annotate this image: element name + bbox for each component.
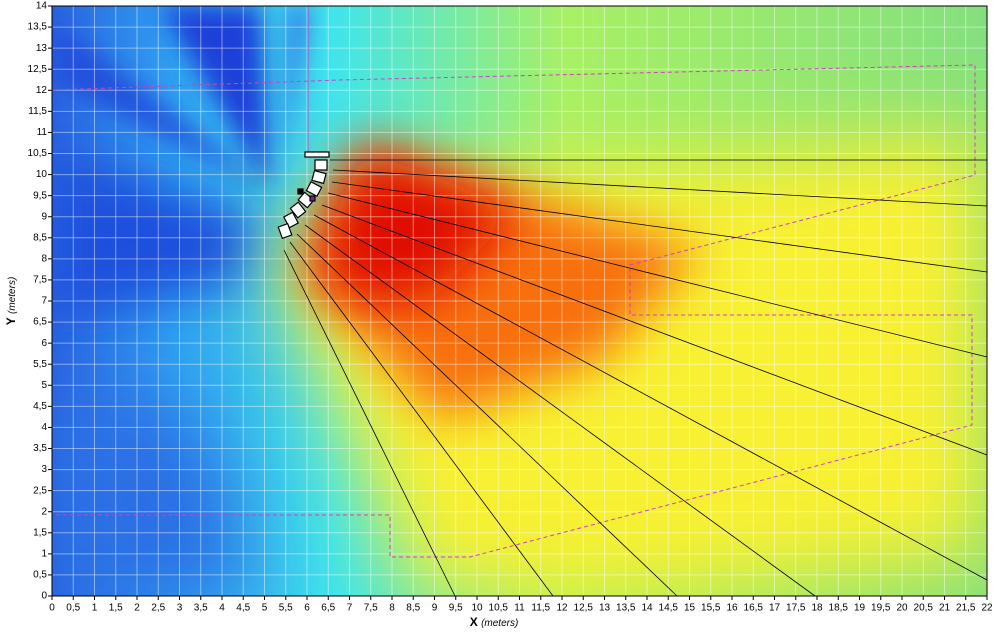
x-tick-label: 1 xyxy=(92,603,98,614)
y-tick-label: 12,5 xyxy=(28,64,48,75)
x-tick-label: 14 xyxy=(641,603,653,614)
x-tick-label: 6 xyxy=(304,603,310,614)
y-tick-label: 12 xyxy=(36,85,48,96)
y-tick-label: 0 xyxy=(41,591,47,602)
y-axis-unit: (meters) xyxy=(7,277,18,314)
x-tick-label: 7,5 xyxy=(364,603,378,614)
x-tick-label: 5,5 xyxy=(279,603,293,614)
y-tick-label: 11,5 xyxy=(28,106,47,117)
y-tick-label: 7 xyxy=(41,296,47,307)
y-tick-label: 1 xyxy=(41,548,47,559)
x-tick-label: 19 xyxy=(854,603,866,614)
x-tick-label: 2,5 xyxy=(151,603,165,614)
y-tick-label: 2,5 xyxy=(33,485,47,496)
y-tick-label: 3,5 xyxy=(33,443,47,454)
speaker-array xyxy=(277,151,330,240)
x-tick-label: 18,5 xyxy=(829,603,849,614)
x-tick-label: 15,5 xyxy=(701,603,721,614)
x-tick-label: 2 xyxy=(134,603,140,614)
y-axis-label: Y xyxy=(4,317,18,325)
y-tick-label: 4,5 xyxy=(33,401,47,412)
x-tick-label: 14,5 xyxy=(659,603,679,614)
plot-frame xyxy=(51,5,988,597)
x-tick-label: 13 xyxy=(599,603,611,614)
x-tick-label: 3,5 xyxy=(194,603,208,614)
y-tick-label: 4 xyxy=(41,422,47,433)
y-tick-label: 9,5 xyxy=(33,190,47,201)
x-tick-label: 4,5 xyxy=(236,603,250,614)
y-tick-label: 0,5 xyxy=(33,570,47,581)
y-tick-label: 5,5 xyxy=(33,359,47,370)
x-tick-label: 4 xyxy=(219,603,225,614)
x-tick-label: 12 xyxy=(556,603,568,614)
y-axis-title: Y (meters) xyxy=(4,277,18,326)
y-tick-label: 3 xyxy=(41,464,47,475)
x-tick-label: 10,5 xyxy=(489,603,509,614)
y-tick-label: 8,5 xyxy=(33,232,47,243)
x-tick-label: 8,5 xyxy=(406,603,420,614)
y-tick-label: 13 xyxy=(36,43,48,54)
x-tick-label: 12,5 xyxy=(574,603,594,614)
y-tick-label: 6 xyxy=(41,338,47,349)
x-tick-label: 6,5 xyxy=(321,603,335,614)
y-tick-label: 8 xyxy=(41,253,47,264)
x-tick-label: 22 xyxy=(981,603,993,614)
x-axis-label: X xyxy=(470,615,478,629)
venue-outline xyxy=(51,6,976,558)
x-tick-label: 9,5 xyxy=(449,603,463,614)
heatmap xyxy=(52,6,987,596)
x-tick-label: 19,5 xyxy=(871,603,891,614)
x-tick-label: 0,5 xyxy=(66,603,80,614)
y-tick-label: 10,5 xyxy=(28,148,48,159)
x-axis-unit: (meters) xyxy=(481,618,518,629)
x-tick-label: 17 xyxy=(769,603,781,614)
y-tick-label: 2 xyxy=(41,506,47,517)
x-tick-label: 21,5 xyxy=(956,603,976,614)
x-tick-label: 11 xyxy=(514,603,525,614)
x-tick-label: 17,5 xyxy=(786,603,806,614)
x-axis-title: X (meters) xyxy=(470,615,519,629)
x-tick-label: 0 xyxy=(49,603,55,614)
y-tick-label: 6,5 xyxy=(33,317,47,328)
x-tick-label: 21 xyxy=(939,603,951,614)
x-tick-label: 8 xyxy=(389,603,395,614)
x-tick-label: 3 xyxy=(177,603,183,614)
x-tick-label: 9 xyxy=(432,603,438,614)
y-tick-label: 11 xyxy=(37,127,48,138)
y-tick-label: 10 xyxy=(36,169,48,180)
x-tick-label: 5 xyxy=(262,603,268,614)
y-tick-label: 7,5 xyxy=(33,275,47,286)
x-tick-label: 20 xyxy=(896,603,908,614)
x-tick-label: 20,5 xyxy=(914,603,934,614)
rays xyxy=(283,159,988,597)
y-tick-label: 13,5 xyxy=(28,22,48,33)
x-tick-label: 15 xyxy=(684,603,696,614)
y-tick-label: 14 xyxy=(36,1,48,12)
x-tick-label: 1,5 xyxy=(109,603,123,614)
x-tick-label: 10 xyxy=(471,603,483,614)
y-tick-label: 9 xyxy=(41,211,47,222)
x-tick-label: 18 xyxy=(811,603,823,614)
x-tick-label: 11,5 xyxy=(531,603,550,614)
y-tick-label: 5 xyxy=(41,380,47,391)
x-tick-label: 7 xyxy=(347,603,353,614)
x-tick-label: 16 xyxy=(726,603,738,614)
x-tick-label: 16,5 xyxy=(744,603,764,614)
x-tick-label: 13,5 xyxy=(616,603,636,614)
y-tick-label: 1,5 xyxy=(33,527,47,538)
